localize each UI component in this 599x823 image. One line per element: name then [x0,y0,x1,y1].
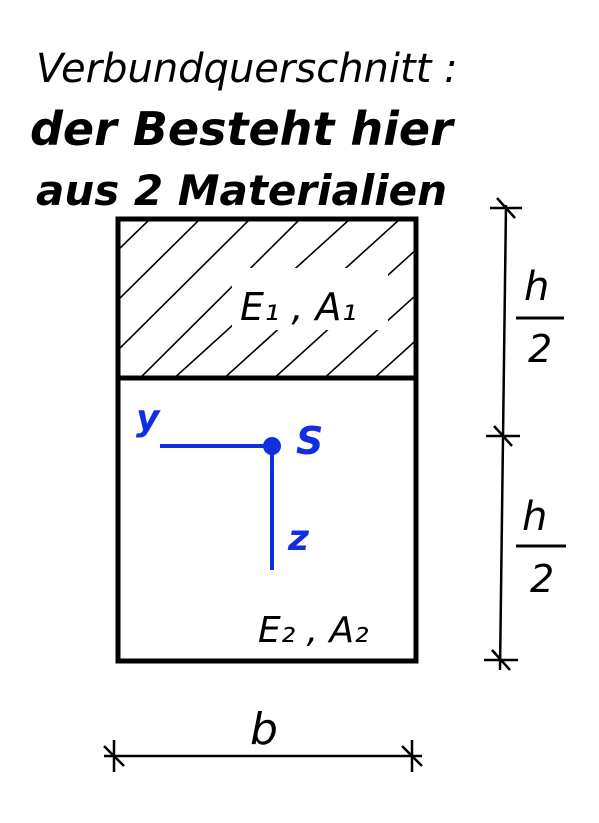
coordinate-axes: y S z [136,398,323,570]
z-axis-label: z [287,518,310,559]
bottom-fraction-numerator: h [522,494,547,540]
bottom-material-label: E₂ , A₂ [258,610,369,651]
centroid-label: S [296,419,323,463]
y-axis-label: y [136,398,161,439]
label-background [232,268,388,330]
cross-section-outline [115,216,419,664]
top-material-label: E₁ , A₁ [240,285,357,329]
width-label: b [250,704,278,755]
height-dimension [484,197,522,671]
top-fraction-numerator: h [524,264,549,310]
bottom-fraction-denominator: 2 [530,557,554,601]
top-fraction-denominator: 2 [528,327,552,371]
width-dimension [103,740,423,772]
title-line-3: aus 2 Materialien [36,166,447,215]
title-line-1: Verbundquerschnitt : [36,46,458,92]
title-line-2: der Besteht hier [30,102,456,156]
centroid-dot [263,437,281,455]
